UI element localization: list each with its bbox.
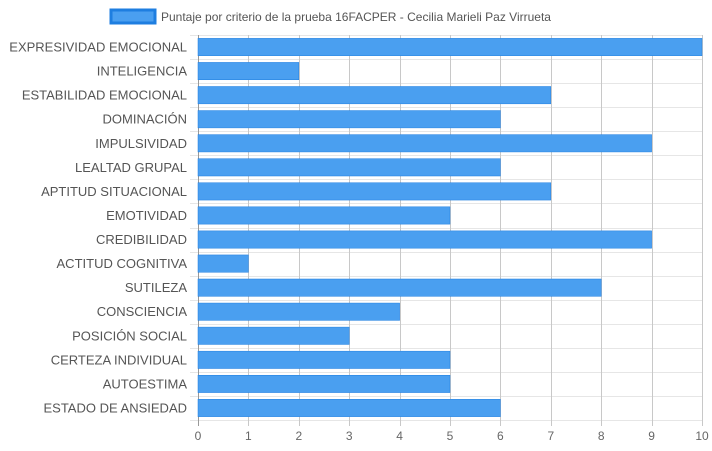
x-tick-label: 9 — [648, 429, 655, 443]
category-label: EXPRESIVIDAD EMOCIONAL — [9, 40, 187, 55]
bar[interactable] — [197, 374, 451, 393]
legend-label[interactable]: Puntaje por criterio de la prueba 16FACP… — [161, 10, 551, 24]
x-tick-label: 8 — [598, 429, 605, 443]
category-label: ACTITUD COGNITIVA — [57, 256, 188, 271]
bar[interactable] — [197, 230, 652, 249]
x-tick-label: 5 — [447, 429, 454, 443]
bar[interactable] — [197, 326, 350, 345]
category-label: CREDIBILIDAD — [96, 232, 187, 247]
bar[interactable] — [197, 134, 652, 153]
x-tick-label: 2 — [295, 429, 302, 443]
x-tick-label: 7 — [547, 429, 554, 443]
bar[interactable] — [197, 399, 501, 417]
x-tick-label: 4 — [396, 429, 403, 443]
category-label: ESTADO DE ANSIEDAD — [43, 400, 187, 415]
category-label: LEALTAD GRUPAL — [75, 160, 187, 175]
category-label: SUTILEZA — [125, 280, 187, 295]
category-label: POSICIÓN SOCIAL — [72, 328, 187, 343]
category-label: CONSCIENCIA — [97, 304, 188, 319]
bar[interactable] — [197, 110, 501, 129]
grid-lines — [190, 35, 703, 426]
category-label: INTELIGENCIA — [97, 64, 188, 79]
x-tick-label: 0 — [195, 429, 202, 443]
category-label: APTITUD SITUACIONAL — [41, 184, 187, 199]
bar[interactable] — [197, 86, 552, 105]
x-tick-label: 6 — [497, 429, 504, 443]
x-tick-label: 1 — [245, 429, 252, 443]
bar[interactable] — [197, 278, 602, 297]
bar[interactable] — [197, 302, 400, 321]
legend-swatch[interactable] — [109, 8, 157, 25]
x-axis-tick-labels: 0 1 2 3 4 5 6 7 8 9 10 — [195, 429, 709, 443]
bar[interactable] — [197, 38, 703, 56]
bars — [197, 38, 703, 417]
category-label: ESTABILIDAD EMOCIONAL — [22, 88, 187, 103]
category-label: IMPULSIVIDAD — [95, 136, 187, 151]
bar[interactable] — [197, 62, 300, 81]
bar[interactable] — [197, 254, 249, 273]
category-labels: EXPRESIVIDAD EMOCIONAL INTELIGENCIA ESTABI… — [9, 40, 187, 416]
category-label: DOMINACIÓN — [103, 112, 188, 127]
bar[interactable] — [197, 350, 451, 369]
legend[interactable]: Puntaje por criterio de la prueba 16FACP… — [109, 8, 551, 25]
x-tick-label: 3 — [346, 429, 353, 443]
category-label: EMOTIVIDAD — [106, 208, 187, 223]
bar[interactable] — [197, 158, 501, 177]
bar[interactable] — [197, 182, 552, 201]
bar[interactable] — [197, 206, 451, 225]
category-label: AUTOESTIMA — [103, 376, 188, 391]
category-label: CERTEZA INDIVIDUAL — [51, 352, 187, 367]
x-tick-label: 10 — [695, 429, 709, 443]
